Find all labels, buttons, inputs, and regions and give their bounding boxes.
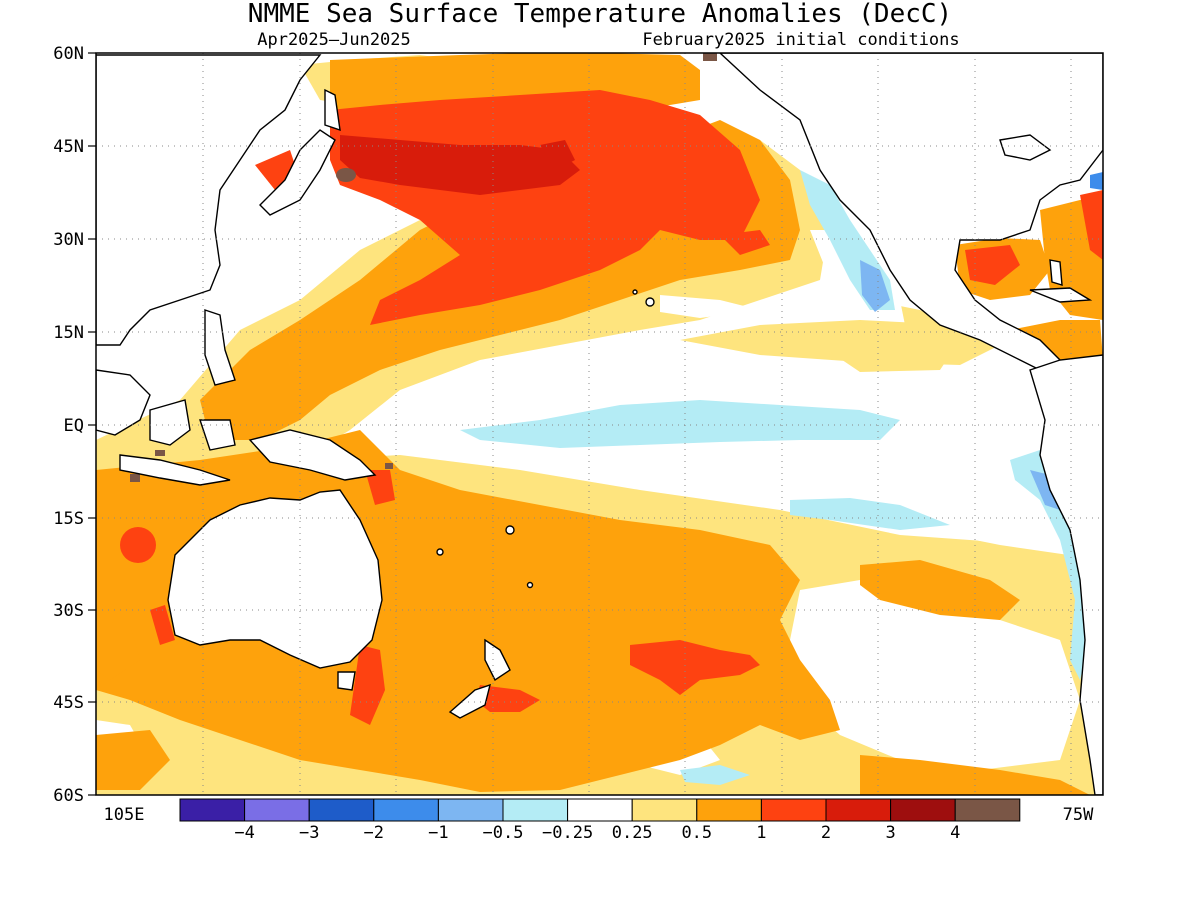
color-legend: −4 −3 −2 −1 −0.5 −0.25 0.25 0.5 1 2 3 4 — [179, 798, 1021, 843]
lat-label: 30N — [53, 230, 84, 250]
east-asia-outline — [96, 54, 322, 346]
legend-label: 3 — [885, 823, 895, 843]
legend-label: −4 — [234, 823, 254, 843]
lat-label: 30S — [53, 601, 84, 621]
lat-label: 60S — [53, 786, 84, 806]
legend-label: −3 — [299, 823, 319, 843]
australia-outline — [167, 489, 383, 669]
legend-swatch — [631, 798, 698, 822]
legend-swatch — [437, 798, 504, 822]
legend-label: −2 — [364, 823, 384, 843]
grid-lines — [96, 53, 1103, 795]
map-subtitle-initial: February2025 initial conditions — [642, 30, 959, 50]
legend-swatch — [890, 798, 956, 822]
legend-swatch — [954, 798, 1021, 822]
legend-swatch — [373, 798, 439, 822]
legend-label: −1 — [428, 823, 448, 843]
japan-outline — [259, 129, 336, 216]
lat-ticks — [88, 52, 96, 796]
lat-label: 45S — [53, 693, 84, 713]
map-frame — [95, 52, 1104, 796]
legend-swatch — [760, 798, 827, 822]
lat-label: 15S — [53, 509, 84, 529]
lon-label-west: 105E — [104, 805, 145, 825]
legend-swatch — [825, 798, 892, 822]
lat-label: EQ — [64, 416, 84, 436]
legend-swatch — [502, 798, 569, 822]
legend-swatch — [567, 798, 633, 822]
map-subtitle-period: Apr2025–Jun2025 — [257, 30, 411, 50]
legend-swatch — [179, 798, 246, 822]
map-panel — [96, 53, 1103, 795]
legend-label: −0.25 — [542, 823, 593, 843]
anomaly-extreme-spots — [130, 53, 717, 482]
lat-labels: 60N 45N 30N 15N EQ 15S 30S 45S 60S — [53, 44, 84, 806]
new-guinea-outline — [248, 429, 377, 481]
north-america-outline — [718, 53, 1103, 376]
legend-label: 1 — [756, 823, 766, 843]
map-title: NMME Sea Surface Temperature Anomalies (… — [248, 0, 952, 29]
legend-swatch — [696, 798, 762, 822]
legend-label: −0.5 — [483, 823, 524, 843]
legend-swatch — [308, 798, 375, 822]
lat-label: 45N — [53, 137, 84, 157]
anomaly-red-regions — [340, 135, 580, 195]
new-zealand-outline — [484, 638, 511, 682]
coastlines — [96, 53, 1103, 795]
lon-label-east: 75W — [1063, 805, 1094, 825]
lat-label: 60N — [53, 44, 84, 64]
legend-label: 4 — [950, 823, 960, 843]
legend-label: 0.5 — [681, 823, 712, 843]
south-america-outline — [1029, 354, 1103, 795]
legend-label: 2 — [821, 823, 831, 843]
lat-label: 15N — [53, 323, 84, 343]
legend-swatch — [244, 798, 310, 822]
legend-label: 0.25 — [612, 823, 653, 843]
